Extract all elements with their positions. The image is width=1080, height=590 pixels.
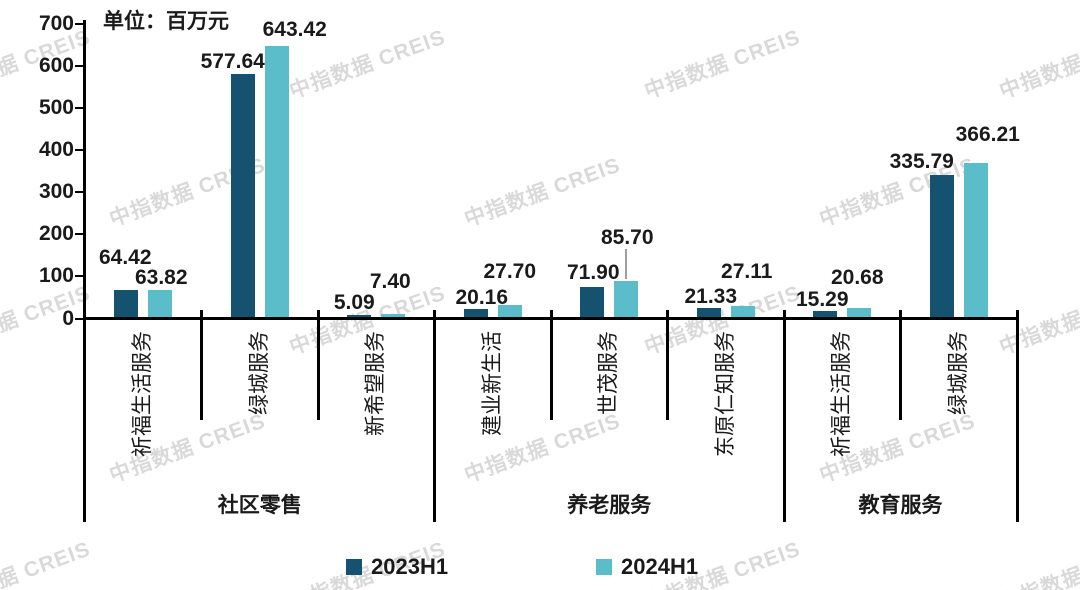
value-label: 27.11	[721, 259, 773, 283]
y-axis-tick	[75, 148, 84, 151]
y-tick-label: 700	[38, 11, 74, 35]
y-tick-label: 300	[38, 180, 74, 204]
company-label: 新希望服务	[364, 331, 388, 436]
y-tick-label: 100	[38, 264, 74, 288]
value-label: 15.29	[795, 287, 849, 311]
watermark-text: 中指数据 CREIS	[996, 538, 1080, 590]
company-label: 祈福生活服务	[131, 331, 155, 457]
bar-2023h1	[929, 175, 954, 317]
legend-item-2023h1: 2023H1	[346, 556, 448, 578]
bar-2023h1	[580, 286, 605, 317]
watermark-text: 中指数据 CREIS	[461, 153, 624, 232]
y-tick-label: 0	[62, 306, 74, 330]
y-tick-label: 500	[38, 95, 74, 119]
company-separator	[200, 310, 203, 420]
company-label: 东原仁知服务	[713, 331, 737, 457]
legend-swatch-2024h1	[596, 559, 612, 575]
company-label: 绿城服务	[247, 331, 271, 415]
group-separator	[433, 310, 436, 522]
value-label: 85.70	[600, 225, 654, 249]
group-separator	[782, 310, 786, 522]
value-label: 577.64	[200, 49, 265, 73]
company-label: 祈福生活服务	[830, 331, 854, 457]
value-label: 20.16	[455, 285, 509, 309]
group-label: 养老服务	[567, 494, 652, 517]
y-axis-tick	[75, 22, 84, 25]
bar-2023h1	[230, 73, 255, 317]
company-separator	[666, 310, 669, 420]
value-label: 27.70	[483, 260, 537, 284]
company-label: 世茂服务	[597, 331, 621, 415]
bar-2023h1	[463, 308, 488, 317]
group-label: 教育服务	[858, 494, 943, 517]
watermark-text: 中指数据 CREIS	[0, 537, 94, 590]
watermark-text: 中指数据 CREIS	[996, 26, 1080, 104]
bar-2023h1	[813, 310, 838, 317]
value-label: 71.90	[566, 260, 620, 284]
company-label: 建业新生活	[480, 331, 504, 436]
y-axis-tick	[75, 106, 84, 109]
company-separator	[549, 310, 553, 420]
bar-2024h1	[381, 313, 406, 317]
value-label: 20.68	[830, 266, 884, 290]
value-label: 335.79	[889, 150, 954, 174]
bar-2024h1	[847, 308, 872, 317]
unit-label: 单位：百万元	[103, 10, 229, 33]
value-label: 366.21	[955, 122, 1020, 146]
bar-2023h1	[114, 289, 139, 317]
value-label: 63.82	[134, 266, 188, 290]
bar-2024h1	[614, 280, 639, 317]
value-label: 5.09	[333, 290, 375, 314]
bar-2024h1	[963, 162, 988, 317]
bar-2023h1	[696, 308, 721, 317]
group-separator	[1015, 310, 1019, 522]
group-label: 社区零售	[217, 494, 302, 517]
legend-label-2023h1: 2023H1	[371, 554, 449, 579]
watermark-text: 中指数据 CREIS	[106, 409, 269, 488]
value-label: 21.33	[684, 285, 738, 308]
company-separator	[316, 310, 320, 420]
bar-2024h1	[264, 45, 289, 317]
bar-2023h1	[347, 314, 372, 317]
company-separator	[899, 310, 902, 420]
bar-2024h1	[730, 305, 755, 317]
legend-item-2024h1: 2024H1	[596, 556, 698, 578]
y-axis-line	[83, 20, 86, 522]
label-leader-line	[625, 248, 628, 279]
y-tick-label: 200	[38, 222, 74, 246]
bar-2024h1	[148, 290, 173, 317]
y-axis-tick	[75, 275, 84, 278]
y-tick-label: 400	[38, 137, 74, 161]
value-label: 64.42	[98, 245, 152, 269]
y-axis-tick	[75, 317, 84, 320]
y-axis-tick	[75, 64, 84, 67]
watermark-text: 中指数据 CREIS	[641, 25, 804, 104]
legend-swatch-2023h1	[346, 559, 362, 575]
value-label: 643.42	[262, 17, 327, 41]
value-label: 7.40	[369, 269, 411, 293]
y-axis-tick	[75, 233, 84, 236]
y-tick-label: 600	[38, 53, 74, 77]
company-label: 绿城服务	[946, 331, 970, 415]
bar-2024h1	[497, 305, 522, 317]
y-axis-tick	[75, 191, 84, 194]
legend-label-2024h1: 2024H1	[621, 554, 699, 579]
